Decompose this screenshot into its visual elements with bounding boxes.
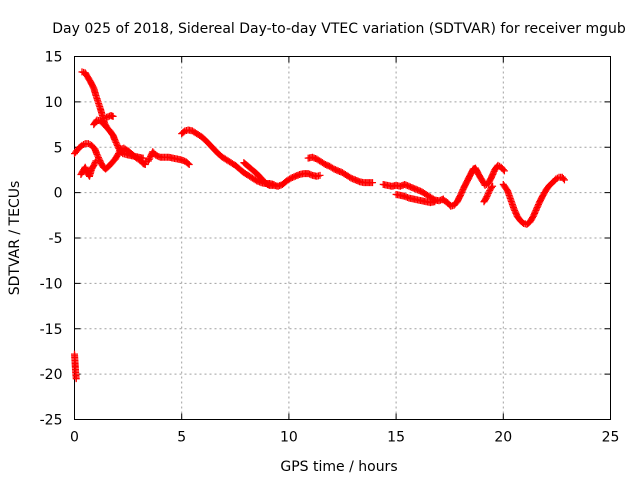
y-tick-label: 0 <box>54 186 63 202</box>
data-point <box>93 151 101 159</box>
y-tick-label: 10 <box>45 95 63 111</box>
data-point <box>145 155 153 163</box>
data-points <box>71 68 568 383</box>
data-point <box>431 198 439 206</box>
data-point <box>559 175 567 183</box>
data-point <box>91 160 99 168</box>
data-point <box>92 157 100 165</box>
data-point <box>484 190 492 198</box>
data-point <box>144 157 152 165</box>
data-point <box>91 158 99 166</box>
data-point <box>109 112 117 120</box>
y-tick-label: -10 <box>40 276 63 292</box>
x-tick-label: 0 <box>70 430 79 446</box>
data-point <box>72 375 80 383</box>
data-point <box>553 174 561 182</box>
data-point <box>146 154 154 162</box>
data-point <box>112 138 120 146</box>
data-point <box>484 191 492 199</box>
series-arc-5 <box>103 111 117 121</box>
series-arc-6 <box>141 148 193 168</box>
data-point <box>485 188 493 196</box>
chart-title: Day 025 of 2018, Sidereal Day-to-day VTE… <box>52 21 626 37</box>
data-point <box>90 161 98 169</box>
y-axis-label: SDTVAR / TECUs <box>7 181 23 296</box>
data-point <box>500 167 508 175</box>
x-axis-label: GPS time / hours <box>280 459 397 475</box>
series-arc-3 <box>71 140 149 173</box>
x-tick-label: 15 <box>387 430 405 446</box>
data-point <box>482 194 490 202</box>
grid <box>74 56 611 420</box>
series-arc-14 <box>499 173 568 228</box>
y-tick-label: -25 <box>40 413 63 429</box>
data-point <box>488 184 496 192</box>
series-arc-4 <box>77 157 100 180</box>
y-tick-label: 5 <box>54 140 63 156</box>
data-point <box>184 160 192 168</box>
data-point <box>489 182 497 190</box>
data-point <box>147 152 155 160</box>
x-tick-label: 25 <box>602 430 620 446</box>
y-tick-label: -5 <box>49 231 63 247</box>
data-point <box>499 166 507 174</box>
series-arc-15 <box>71 350 80 383</box>
series-arc-9 <box>304 153 377 187</box>
data-point <box>185 160 193 168</box>
data-point <box>316 171 324 179</box>
data-point <box>114 150 122 158</box>
data-point <box>115 148 123 156</box>
series-arc-12 <box>439 161 508 210</box>
x-tick-label: 20 <box>494 430 512 446</box>
data-point <box>560 176 568 184</box>
data-point <box>483 193 491 201</box>
x-tick-label: 10 <box>280 430 298 446</box>
data-point <box>113 140 121 148</box>
y-tick-label: -20 <box>40 367 63 383</box>
data-point <box>94 152 102 160</box>
data-point <box>111 137 119 145</box>
data-point <box>80 141 88 149</box>
data-point <box>113 141 121 149</box>
y-axis-tick-labels: -25 -20 -15 -10 -5 0 5 10 15 <box>40 50 63 429</box>
x-tick-label: 5 <box>177 430 186 446</box>
series-arc-13 <box>480 182 497 206</box>
data-point <box>369 179 377 187</box>
series-arc-11 <box>392 190 439 207</box>
series-arc-8 <box>240 159 324 190</box>
axis-ticks <box>74 56 611 420</box>
y-tick-label: -15 <box>40 322 63 338</box>
x-axis-tick-labels: 0 5 10 15 20 25 <box>70 430 619 446</box>
y-tick-label: 15 <box>45 50 63 66</box>
